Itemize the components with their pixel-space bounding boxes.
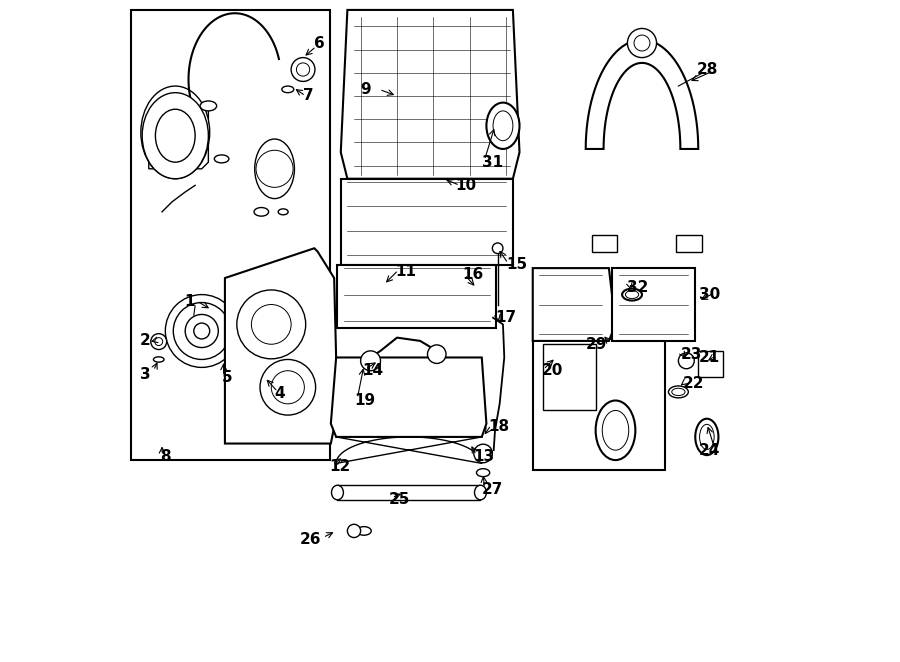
Circle shape (492, 243, 503, 254)
Circle shape (473, 444, 492, 463)
Circle shape (428, 345, 446, 363)
Ellipse shape (602, 410, 629, 450)
Circle shape (151, 334, 166, 350)
Circle shape (256, 150, 293, 187)
Circle shape (166, 295, 238, 367)
Circle shape (627, 28, 656, 58)
Polygon shape (533, 268, 616, 341)
Circle shape (155, 338, 163, 346)
Ellipse shape (699, 424, 714, 449)
Text: 8: 8 (160, 449, 171, 464)
Text: 10: 10 (455, 178, 476, 193)
Text: 12: 12 (329, 459, 351, 474)
Circle shape (251, 305, 291, 344)
Ellipse shape (254, 208, 268, 216)
Circle shape (361, 351, 381, 371)
Text: 29: 29 (586, 337, 608, 352)
Ellipse shape (255, 139, 294, 199)
Polygon shape (331, 357, 486, 437)
Text: 15: 15 (507, 258, 527, 272)
Text: 32: 32 (627, 281, 649, 295)
Text: 26: 26 (300, 532, 321, 547)
Text: 1: 1 (184, 294, 195, 308)
Circle shape (261, 156, 288, 182)
Text: 21: 21 (698, 350, 720, 365)
Text: 24: 24 (698, 443, 720, 457)
Circle shape (271, 371, 304, 404)
Bar (677, 235, 702, 252)
Ellipse shape (476, 469, 490, 477)
Circle shape (174, 303, 230, 359)
Text: 19: 19 (354, 393, 375, 408)
Ellipse shape (278, 209, 288, 214)
Text: 2: 2 (140, 334, 151, 348)
Bar (592, 235, 617, 252)
Ellipse shape (156, 109, 195, 162)
Ellipse shape (153, 357, 164, 362)
Ellipse shape (142, 93, 209, 179)
Text: 7: 7 (303, 89, 314, 103)
Text: 14: 14 (363, 363, 383, 378)
Ellipse shape (200, 101, 217, 111)
Text: 20: 20 (542, 363, 562, 378)
Text: 22: 22 (683, 377, 705, 391)
Circle shape (268, 162, 281, 175)
Circle shape (291, 58, 315, 81)
Ellipse shape (622, 289, 642, 301)
Text: 28: 28 (697, 62, 718, 77)
Text: 11: 11 (396, 264, 417, 279)
Text: 23: 23 (680, 347, 702, 361)
Text: 6: 6 (314, 36, 325, 50)
Polygon shape (612, 268, 695, 341)
Polygon shape (341, 179, 513, 265)
Text: 25: 25 (389, 493, 410, 507)
Polygon shape (586, 40, 698, 149)
Polygon shape (341, 10, 519, 179)
Polygon shape (338, 265, 496, 328)
Text: 18: 18 (489, 420, 509, 434)
Circle shape (347, 524, 361, 538)
Ellipse shape (331, 485, 344, 500)
Text: 9: 9 (360, 82, 371, 97)
Polygon shape (148, 103, 209, 169)
Ellipse shape (626, 291, 639, 299)
Text: 30: 30 (698, 287, 720, 302)
Bar (130, 10, 329, 460)
Text: 13: 13 (473, 449, 494, 464)
Bar (543, 344, 596, 410)
Circle shape (185, 314, 219, 348)
Text: 3: 3 (140, 367, 151, 381)
Ellipse shape (696, 419, 718, 455)
Ellipse shape (282, 86, 293, 93)
Text: 5: 5 (221, 370, 232, 385)
Polygon shape (225, 248, 338, 444)
Bar (533, 328, 665, 470)
Text: 4: 4 (274, 387, 285, 401)
Ellipse shape (596, 401, 635, 460)
Ellipse shape (214, 155, 229, 163)
Ellipse shape (671, 388, 685, 396)
Ellipse shape (486, 103, 519, 149)
Circle shape (237, 290, 306, 359)
Ellipse shape (140, 86, 210, 179)
Ellipse shape (669, 386, 689, 398)
Circle shape (194, 323, 210, 339)
Circle shape (679, 353, 694, 369)
Circle shape (260, 359, 316, 415)
Circle shape (296, 63, 310, 76)
Bar (698, 351, 724, 377)
Ellipse shape (356, 527, 371, 535)
Ellipse shape (493, 111, 513, 141)
Ellipse shape (474, 485, 486, 500)
Text: 27: 27 (482, 483, 503, 497)
Text: 31: 31 (482, 155, 503, 169)
Text: 17: 17 (495, 310, 516, 325)
Bar (338, 485, 480, 500)
Circle shape (634, 35, 650, 51)
Text: 16: 16 (462, 267, 483, 282)
